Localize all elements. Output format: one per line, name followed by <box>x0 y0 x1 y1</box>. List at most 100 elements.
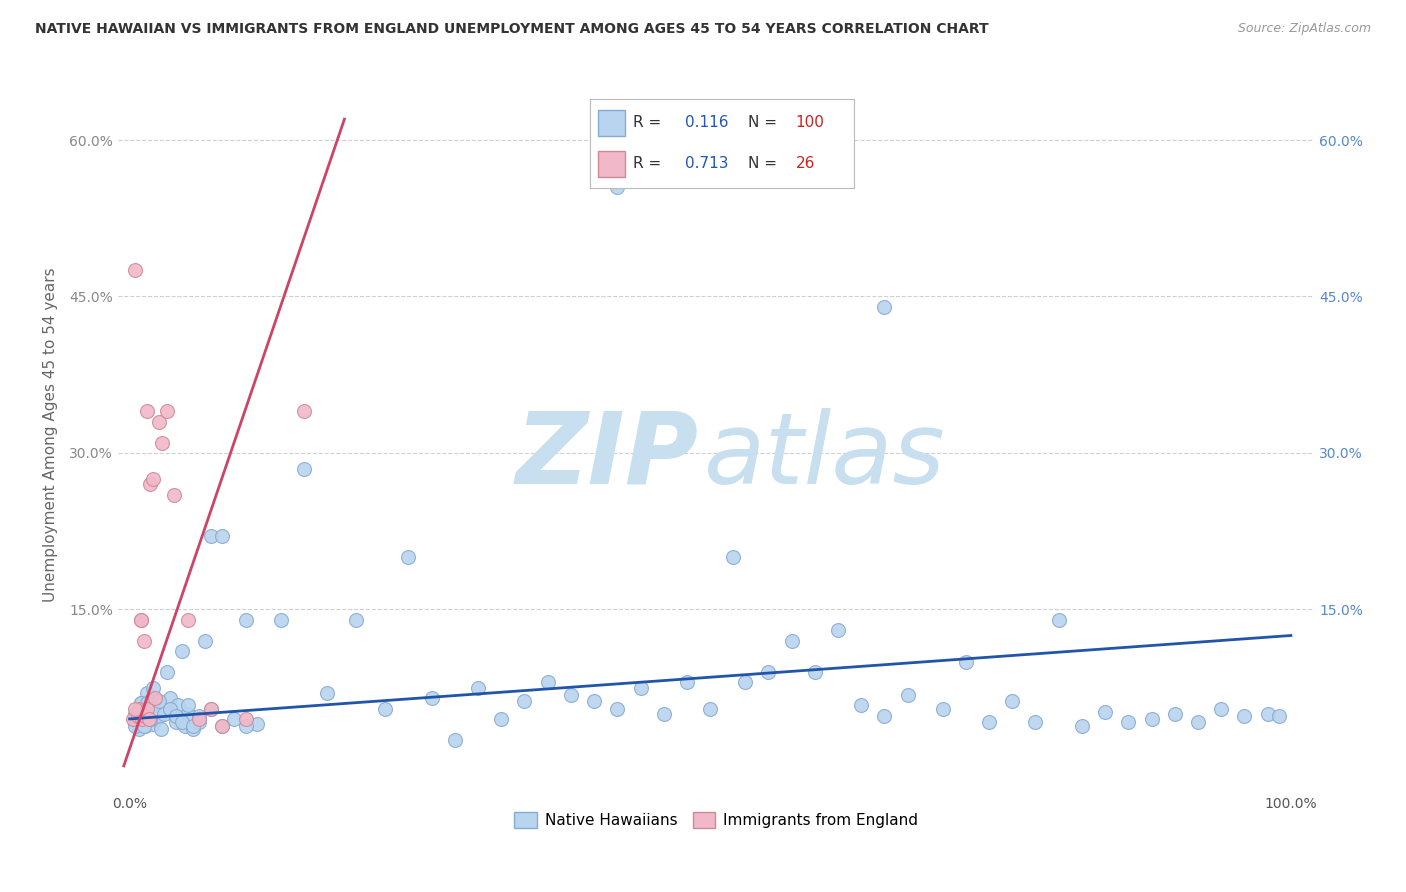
Point <box>138 701 160 715</box>
Point <box>142 701 165 715</box>
Point <box>132 633 155 648</box>
Point <box>1094 705 1116 719</box>
Point <box>1140 712 1163 726</box>
Point <box>1024 714 1046 729</box>
Point <box>127 717 149 731</box>
Point <box>873 708 896 723</box>
Point <box>873 300 896 314</box>
Point <box>139 477 162 491</box>
Point <box>200 529 222 543</box>
Point <box>292 461 315 475</box>
Text: ZIP: ZIP <box>515 408 699 505</box>
Point <box>1164 706 1187 721</box>
Point <box>1233 708 1256 723</box>
Point <box>851 698 873 713</box>
Point <box>136 712 159 726</box>
Point <box>188 714 211 729</box>
Point <box>131 712 153 726</box>
Point <box>1047 613 1070 627</box>
Point <box>139 712 162 726</box>
Point <box>124 706 146 721</box>
Point <box>148 708 170 723</box>
Point <box>188 708 211 723</box>
Text: atlas: atlas <box>704 408 946 505</box>
Point <box>170 644 193 658</box>
Point <box>756 665 779 679</box>
Point <box>211 529 233 543</box>
Point <box>128 708 150 723</box>
Point <box>176 613 198 627</box>
Point <box>183 723 205 737</box>
Point <box>163 488 186 502</box>
Point <box>420 691 443 706</box>
Point <box>170 714 193 729</box>
Point <box>143 706 166 721</box>
Point <box>827 624 849 638</box>
Point <box>143 691 166 706</box>
Point <box>134 708 156 723</box>
Point <box>537 675 560 690</box>
Point <box>200 701 222 715</box>
Point <box>606 701 628 715</box>
Point <box>316 686 339 700</box>
Point <box>803 665 825 679</box>
Point <box>142 717 165 731</box>
Point <box>153 706 176 721</box>
Point <box>124 701 146 715</box>
Point <box>142 681 165 695</box>
Point <box>150 435 173 450</box>
Point <box>149 723 172 737</box>
Point <box>1187 714 1209 729</box>
Point <box>132 719 155 733</box>
Point <box>139 694 162 708</box>
Point <box>156 665 179 679</box>
Point <box>124 719 146 733</box>
Point <box>167 698 190 713</box>
Point <box>129 613 152 627</box>
Point <box>1001 694 1024 708</box>
Point <box>136 696 159 710</box>
Text: Source: ZipAtlas.com: Source: ZipAtlas.com <box>1237 22 1371 36</box>
Point <box>153 701 176 715</box>
Point <box>652 706 675 721</box>
Point <box>344 613 367 627</box>
Point <box>1268 708 1291 723</box>
Point <box>129 701 152 715</box>
Point <box>145 712 167 726</box>
Point <box>132 706 155 721</box>
Point <box>211 719 233 733</box>
Y-axis label: Unemployment Among Ages 45 to 54 years: Unemployment Among Ages 45 to 54 years <box>44 268 58 602</box>
Point <box>1257 706 1279 721</box>
Point <box>129 613 152 627</box>
Point <box>136 404 159 418</box>
Point <box>606 180 628 194</box>
Point <box>977 714 1000 729</box>
Point <box>159 701 181 715</box>
Point <box>124 263 146 277</box>
Legend: Native Hawaiians, Immigrants from England: Native Hawaiians, Immigrants from Englan… <box>508 806 924 834</box>
Point <box>211 719 233 733</box>
Point <box>183 719 205 733</box>
Point <box>129 696 152 710</box>
Point <box>176 698 198 713</box>
Point <box>122 712 145 726</box>
Point <box>235 719 257 733</box>
Point <box>200 701 222 715</box>
Point <box>235 613 257 627</box>
Point <box>676 675 699 690</box>
Point <box>159 691 181 706</box>
Point <box>396 550 419 565</box>
Point <box>188 712 211 726</box>
Point <box>156 404 179 418</box>
Point <box>129 696 152 710</box>
Point <box>194 633 217 648</box>
Point <box>630 681 652 695</box>
Point <box>148 415 170 429</box>
Point <box>174 719 197 733</box>
Point <box>699 701 721 715</box>
Point <box>443 732 465 747</box>
Point <box>780 633 803 648</box>
Point <box>489 712 512 726</box>
Point <box>583 694 606 708</box>
Point <box>128 701 150 715</box>
